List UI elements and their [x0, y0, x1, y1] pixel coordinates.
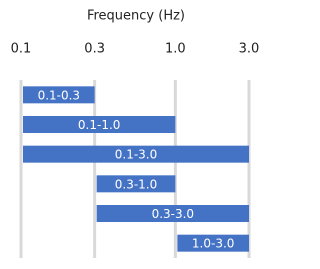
x-tick-label: 0.3	[84, 42, 105, 57]
bar-label: 0.1-0.3	[38, 88, 81, 102]
bar	[96, 175, 176, 193]
chart-title: Frequency (Hz)	[87, 9, 185, 24]
bar-label: 0.3-1.0	[115, 177, 158, 191]
bar	[177, 234, 249, 252]
bar-label: 0.1-1.0	[78, 118, 121, 132]
bar-label: 0.3-3.0	[152, 207, 195, 221]
x-tick-label: 3.0	[239, 42, 260, 57]
x-tick-label: 0.1	[11, 42, 32, 57]
bar	[23, 116, 176, 133]
bar	[23, 145, 249, 163]
x-tick-label: 1.0	[165, 42, 186, 57]
bar-label: 0.1-3.0	[115, 148, 158, 162]
bar	[96, 205, 249, 222]
bar-label: 1.0-3.0	[192, 237, 235, 251]
chart: Frequency (Hz) 0.1 0.3 1.0 3.0 0.1-0.3 0.1-1.…	[11, 9, 260, 258]
bar	[23, 86, 95, 104]
